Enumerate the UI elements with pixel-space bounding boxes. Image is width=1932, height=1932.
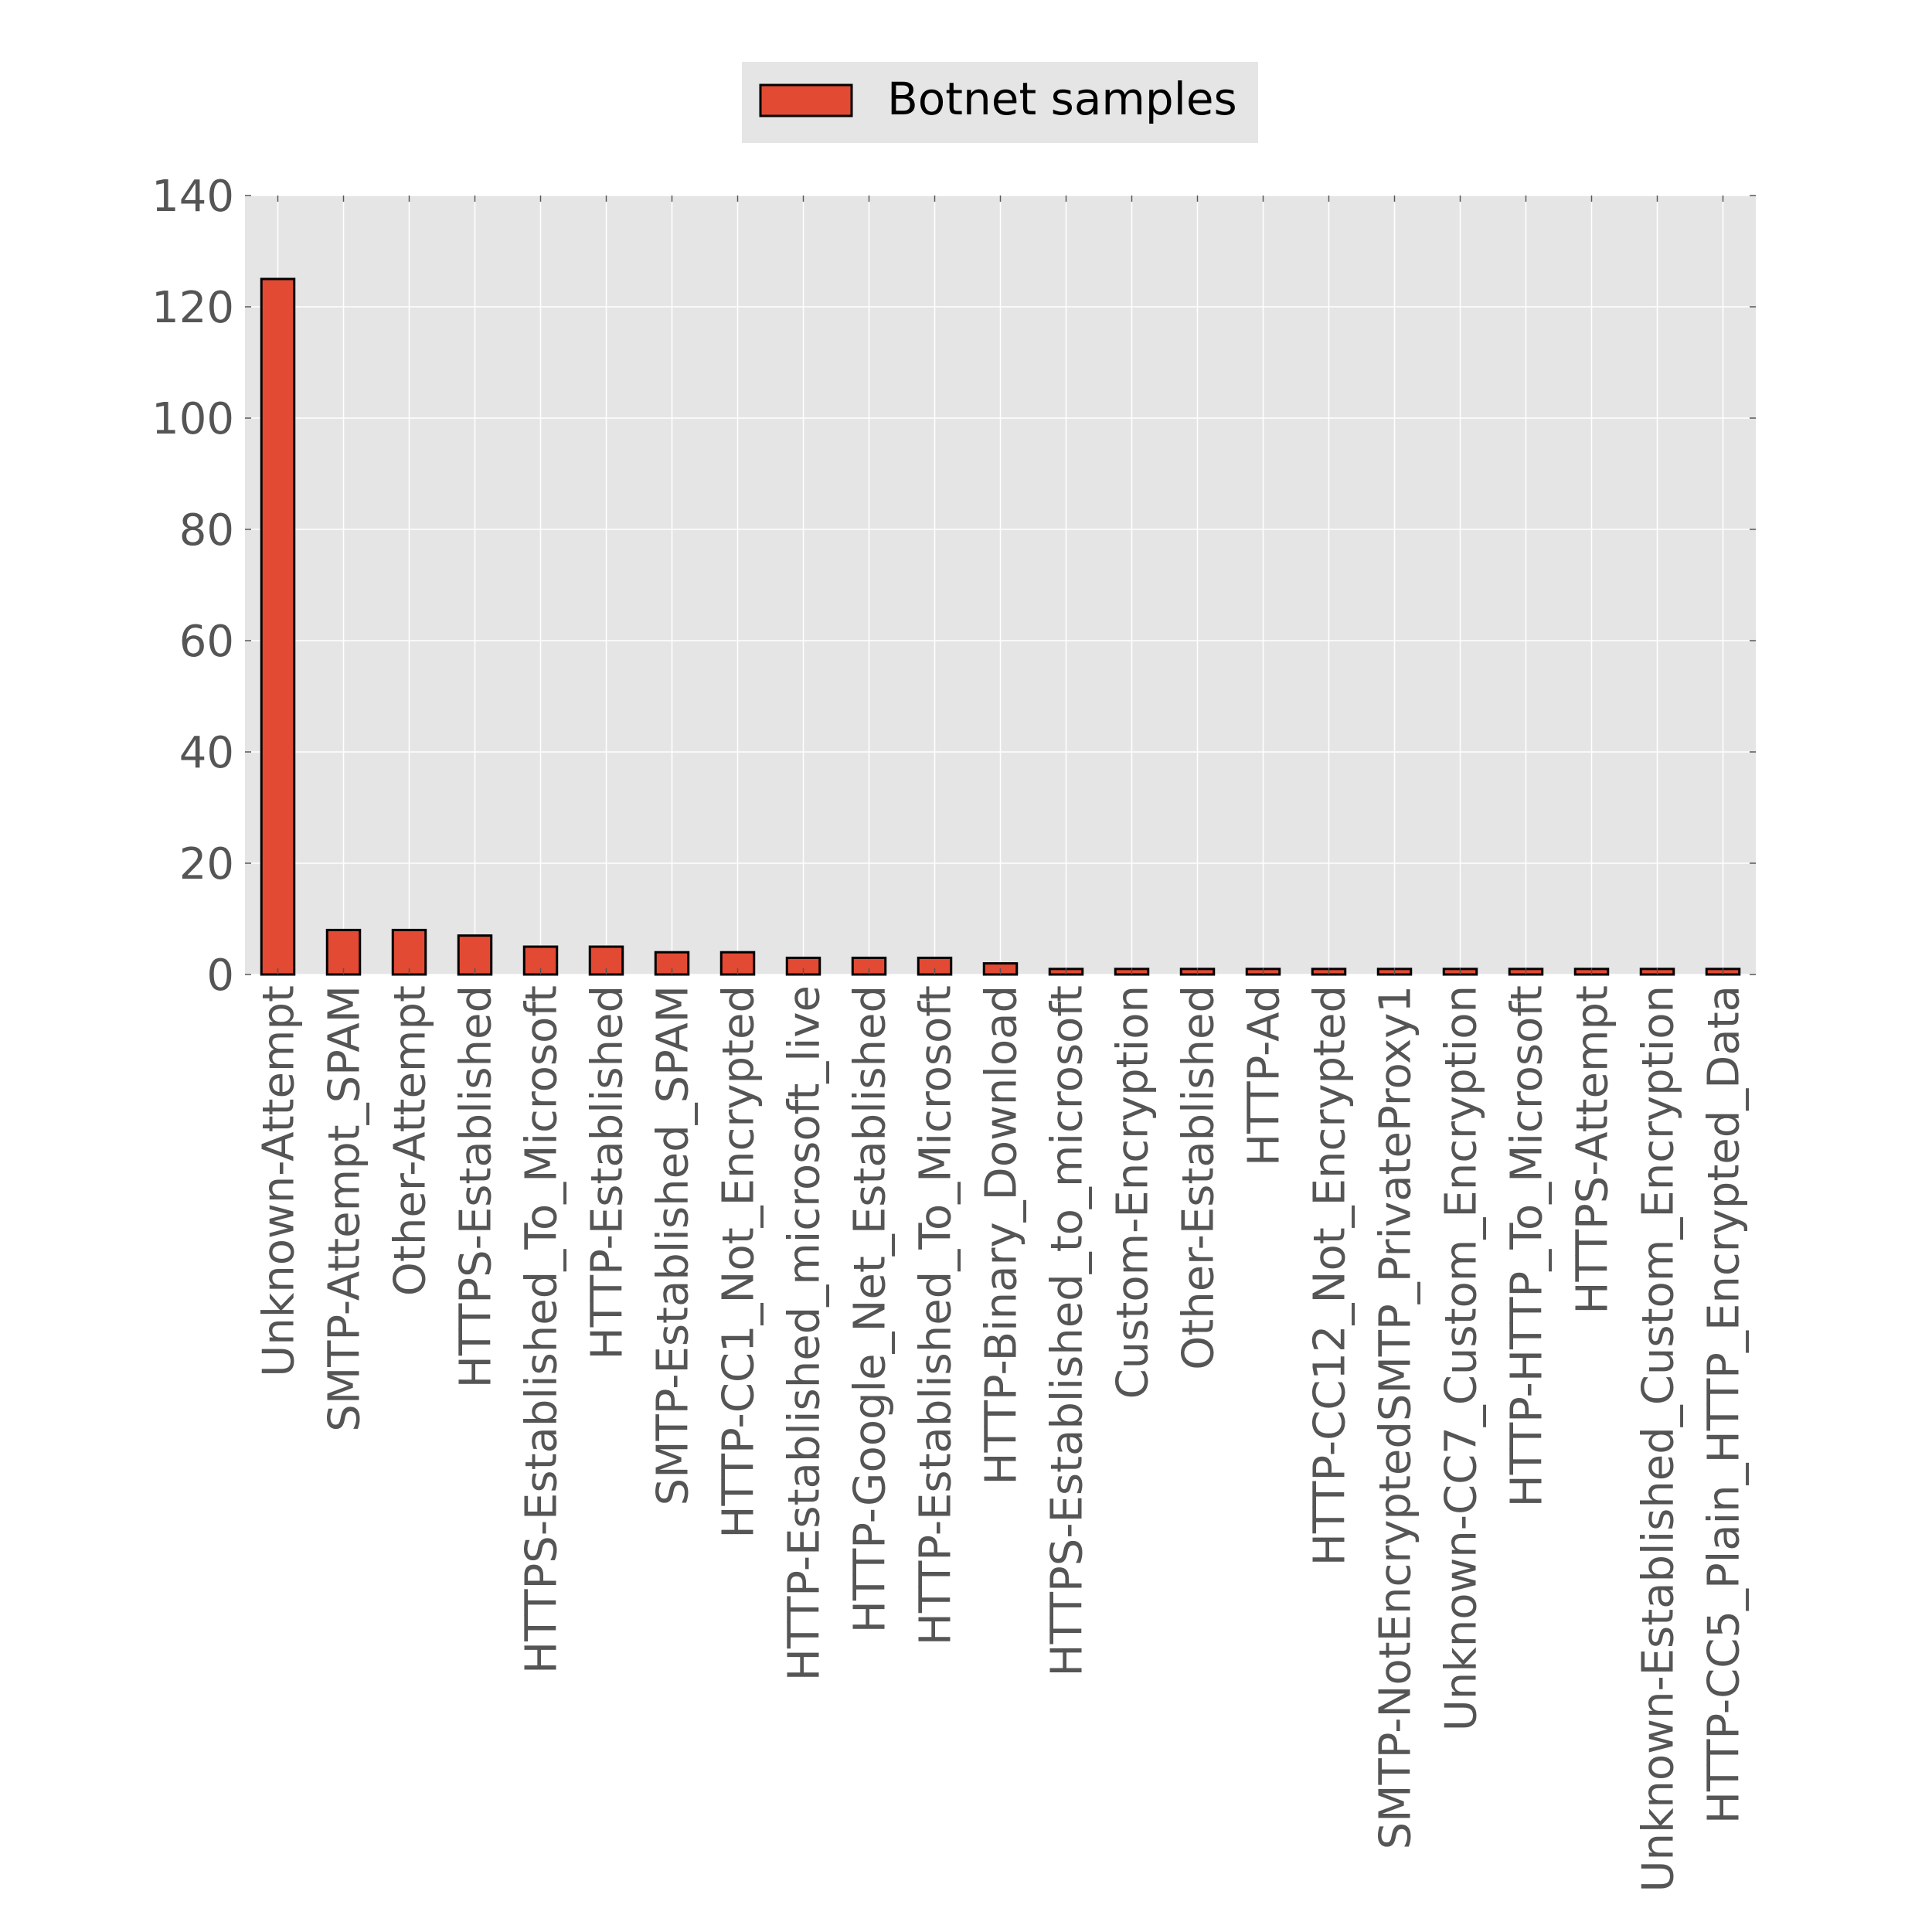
x-tick-label: HTTP-Ad bbox=[1240, 985, 1290, 1166]
y-tick-label: 40 bbox=[179, 728, 234, 778]
x-tick-label: HTTP-CC5_Plain_HTTP_Encrypted_Data bbox=[1699, 985, 1750, 1824]
bar-0 bbox=[260, 277, 296, 976]
x-tick-label: HTTPS-Attempt bbox=[1568, 985, 1618, 1315]
x-tick-label: HTTPS-Established bbox=[451, 985, 502, 1388]
x-tick-label: HTTPS-Established_to_microsoft bbox=[1043, 985, 1093, 1677]
x-tick-label: HTTP-Google_Net_Established bbox=[845, 985, 896, 1633]
bar-1 bbox=[325, 928, 362, 976]
bar-3 bbox=[457, 934, 493, 976]
x-tick-label: HTTP-CC12_Not_Encrypted bbox=[1305, 985, 1355, 1566]
legend: Botnet samples bbox=[742, 62, 1258, 143]
y-axis-ticks: 0 20 40 60 80 100 120 140 bbox=[151, 172, 1756, 1001]
legend-swatch bbox=[759, 83, 853, 117]
x-tick-label: Other-Attempt bbox=[386, 985, 436, 1296]
x-tick-label: HTTP-Established_microsoft_live bbox=[780, 985, 830, 1681]
y-tick-label: 20 bbox=[179, 839, 234, 889]
y-tick-label: 120 bbox=[151, 283, 234, 333]
x-tick-label: Unknown-CC7_Custom_Encryption bbox=[1437, 985, 1487, 1731]
y-tick-label: 80 bbox=[179, 505, 234, 556]
x-tick-label: HTTP-Binary_Download bbox=[977, 985, 1027, 1485]
x-axis-ticks: Unknown-Attempt SMTP-Attempt_SPAM Other-At… bbox=[254, 196, 1750, 1893]
y-tick-label: 100 bbox=[151, 394, 234, 444]
x-tick-label: SMTP-Established_SPAM bbox=[648, 985, 699, 1505]
x-tick-label: Unknown-Established_Custom_Encryption bbox=[1634, 985, 1684, 1893]
x-tick-label: SMTP-NotEncryptedSMTP_PrivateProxy1 bbox=[1371, 985, 1421, 1849]
x-tick-label: Unknown-Attempt bbox=[254, 985, 304, 1377]
legend-label: Botnet samples bbox=[887, 73, 1237, 125]
x-tick-label: HTTP-Established_To_Microsoft bbox=[911, 985, 961, 1645]
x-tick-label: HTTP-Established bbox=[583, 985, 633, 1359]
y-tick-label: 140 bbox=[151, 172, 234, 222]
x-tick-label: SMTP-Attempt_SPAM bbox=[320, 985, 370, 1432]
x-tick-label: Other-Established bbox=[1174, 985, 1224, 1370]
y-tick-label: 60 bbox=[179, 617, 234, 667]
y-tick-label: 0 bbox=[206, 951, 234, 1001]
x-tick-label: Custom-Encryption bbox=[1108, 985, 1158, 1399]
x-tick-label: HTTP-HTTP_To_Microsoft bbox=[1502, 985, 1553, 1507]
bar-2 bbox=[391, 928, 427, 976]
x-tick-label: HTTP-CC1_Not_Encrypted bbox=[714, 985, 764, 1539]
x-tick-label: HTTPS-Established_To_Microsoft bbox=[517, 985, 567, 1674]
